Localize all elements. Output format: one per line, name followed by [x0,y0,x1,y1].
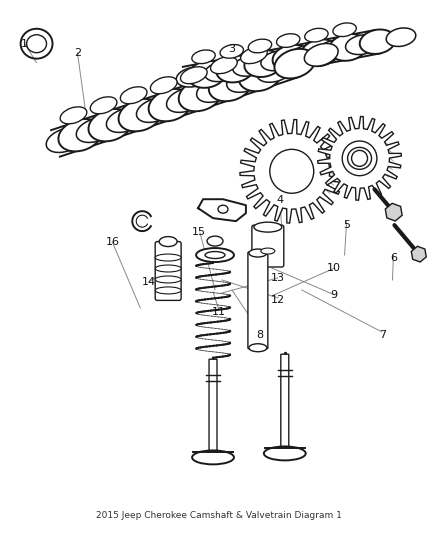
Ellipse shape [205,62,237,82]
Ellipse shape [207,236,223,246]
Ellipse shape [304,44,338,66]
Ellipse shape [333,23,357,37]
Ellipse shape [155,254,181,261]
FancyBboxPatch shape [281,354,289,447]
Ellipse shape [209,69,252,101]
Ellipse shape [346,35,378,54]
Ellipse shape [155,276,181,283]
Ellipse shape [220,45,244,58]
Text: 13: 13 [271,273,285,283]
FancyBboxPatch shape [248,252,268,349]
Ellipse shape [360,29,395,54]
Text: 15: 15 [192,227,206,237]
Text: 3: 3 [229,44,236,54]
Ellipse shape [150,77,177,94]
Ellipse shape [329,34,367,61]
Ellipse shape [197,78,234,102]
Circle shape [352,150,367,166]
Text: 12: 12 [271,295,285,305]
Polygon shape [318,117,401,200]
Ellipse shape [205,252,225,259]
Ellipse shape [137,98,174,123]
Ellipse shape [216,55,254,83]
Ellipse shape [227,68,265,92]
Ellipse shape [90,97,117,114]
Ellipse shape [58,119,102,151]
Ellipse shape [196,248,234,262]
Ellipse shape [386,28,416,46]
Text: 2: 2 [74,47,81,58]
Circle shape [270,149,314,193]
Ellipse shape [218,205,228,213]
Ellipse shape [179,79,222,111]
FancyBboxPatch shape [209,359,217,451]
Text: 11: 11 [212,307,226,317]
Ellipse shape [120,87,147,104]
Ellipse shape [27,35,46,53]
Ellipse shape [166,88,204,112]
Ellipse shape [188,61,226,88]
Ellipse shape [244,50,283,77]
Ellipse shape [159,237,177,247]
Text: 8: 8 [256,330,263,340]
Text: 10: 10 [327,263,341,273]
Ellipse shape [176,67,209,87]
Ellipse shape [257,58,294,82]
Ellipse shape [119,99,162,131]
Ellipse shape [261,248,275,254]
Ellipse shape [192,450,234,464]
Ellipse shape [155,287,181,294]
Ellipse shape [76,118,114,142]
Text: 7: 7 [379,330,386,340]
Ellipse shape [305,28,328,42]
Ellipse shape [249,249,267,257]
Circle shape [342,141,377,176]
Polygon shape [385,203,402,221]
Polygon shape [198,199,246,221]
Ellipse shape [275,49,315,78]
Ellipse shape [180,67,207,84]
FancyBboxPatch shape [155,241,181,301]
Ellipse shape [249,344,267,352]
Ellipse shape [60,107,87,124]
Ellipse shape [248,39,272,53]
Text: 4: 4 [276,195,283,205]
Text: 5: 5 [343,220,350,230]
Text: 1: 1 [21,39,28,49]
Ellipse shape [261,51,294,71]
Text: 2015 Jeep Cherokee Camshaft & Valvetrain Diagram 1: 2015 Jeep Cherokee Camshaft & Valvetrain… [96,511,342,520]
Text: 6: 6 [390,253,397,263]
FancyBboxPatch shape [252,225,284,267]
Ellipse shape [192,50,215,63]
Ellipse shape [348,148,371,169]
Ellipse shape [88,109,132,141]
Ellipse shape [148,89,192,122]
Ellipse shape [272,45,311,71]
Ellipse shape [155,265,181,272]
Ellipse shape [276,34,300,47]
Polygon shape [411,246,426,262]
Ellipse shape [106,108,144,132]
Ellipse shape [239,59,283,91]
Polygon shape [240,119,343,223]
Ellipse shape [211,56,237,74]
Ellipse shape [240,47,267,63]
Ellipse shape [289,45,322,66]
Ellipse shape [233,56,266,76]
Ellipse shape [318,40,350,60]
Ellipse shape [254,222,282,232]
Ellipse shape [301,39,339,66]
Text: 14: 14 [142,277,156,287]
Ellipse shape [264,447,306,461]
Text: 9: 9 [330,290,337,300]
Text: 16: 16 [106,237,119,247]
Ellipse shape [46,128,84,152]
